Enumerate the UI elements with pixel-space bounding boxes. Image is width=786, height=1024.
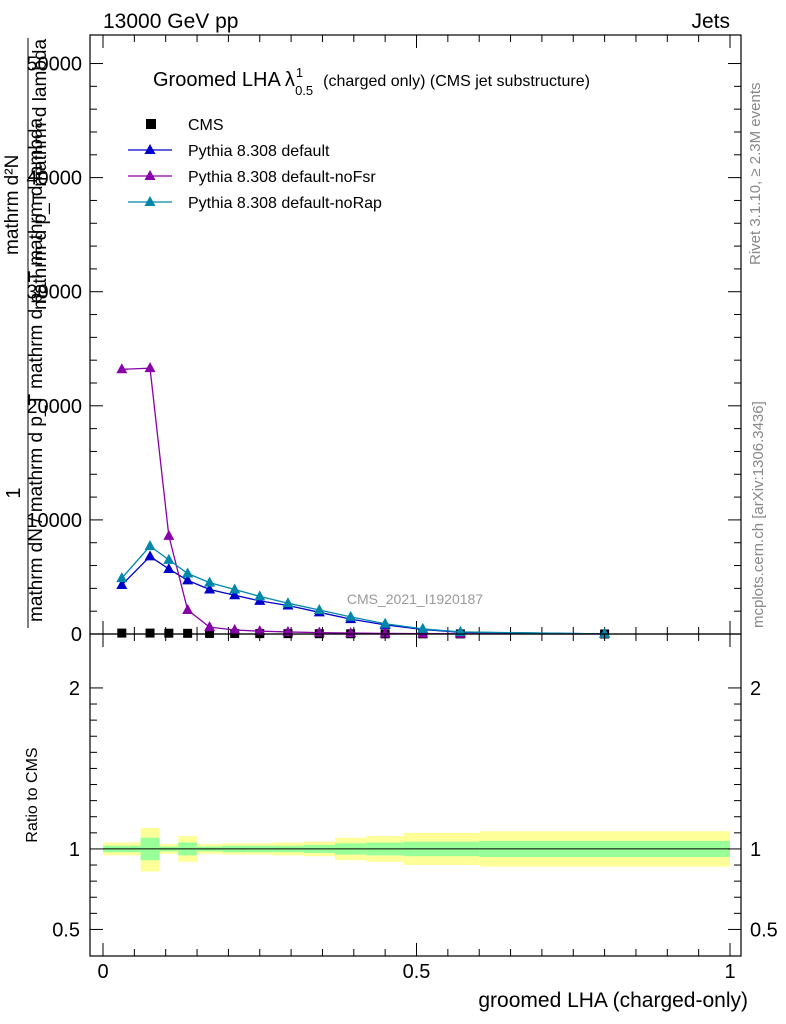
- y-tick-label: 0: [71, 624, 82, 646]
- ratio-axes: 0.5 0.5 1 1 2 2 0 0.5 1: [52, 634, 778, 983]
- ratio-bands: [103, 828, 730, 872]
- y-label-d2n: mathrm d²N: [2, 155, 23, 255]
- legend-entry: Pythia 8.308 default-noRap: [188, 195, 382, 212]
- ratio-y-tick-label: 2: [69, 678, 80, 700]
- series-marker: [229, 589, 241, 600]
- series-marker: [163, 562, 175, 573]
- x-axis-label: groomed LHA (charged-only): [478, 989, 748, 1012]
- series-marker: [313, 604, 325, 615]
- main-axes: 0 10000 20000 30000 40000 50000: [26, 35, 741, 646]
- series-marker: [144, 362, 156, 373]
- series-marker: [204, 576, 216, 587]
- y-tick-label: 50000: [26, 54, 82, 76]
- y-tick-label: 20000: [26, 396, 82, 418]
- y-tick-label: 30000: [26, 282, 82, 304]
- series-marker: [229, 583, 241, 594]
- series-marker: [229, 624, 241, 635]
- ratio-y-tick-label-right: 1: [750, 839, 761, 861]
- series-marker: [345, 610, 357, 621]
- ratio-y-tick-label-right: 2: [750, 678, 761, 700]
- y-label-numerator: 1: [3, 487, 25, 498]
- series-marker: [163, 553, 175, 564]
- series-marker: [144, 550, 156, 561]
- legend-marker: [144, 170, 156, 180]
- series-marker: [144, 540, 156, 551]
- series-marker: [254, 590, 266, 601]
- series-marker: [116, 363, 128, 374]
- analysis-watermark: CMS_2021_I1920187: [347, 591, 483, 607]
- series-marker: [182, 604, 194, 615]
- energy-label: 13000 GeV pp: [103, 10, 238, 33]
- legend-entry: Pythia 8.308 default-noFsr: [188, 169, 376, 186]
- y-label-denominator: mathrm dN / mathrm d p_T mathrm d p_T ma…: [26, 118, 47, 622]
- legend-entry: Pythia 8.308 default: [188, 143, 330, 160]
- series-marker: [282, 597, 294, 608]
- series-marker: [116, 572, 128, 583]
- series-marker: [379, 627, 391, 638]
- cms-marker: [117, 628, 127, 638]
- legend-marker: [144, 196, 156, 206]
- rivet-label: Rivet 3.1.10, ≥ 2.3M events: [747, 83, 764, 266]
- legend-marker: [144, 144, 156, 154]
- legend-entry: CMS: [188, 117, 224, 134]
- x-tick-label: 0: [97, 961, 108, 983]
- ratio-y-tick-label: 1: [69, 839, 80, 861]
- y-tick-label: 10000: [26, 510, 82, 532]
- series-marker: [254, 625, 266, 636]
- x-tick-label: 1: [724, 961, 735, 983]
- ratio-y-tick-label-right: 0.5: [750, 919, 778, 941]
- ratio-plot-frame: [89, 633, 742, 957]
- cms-marker: [183, 628, 193, 638]
- jets-label: Jets: [691, 10, 730, 33]
- y-tick-label: 40000: [26, 168, 82, 190]
- series-marker: [204, 621, 216, 632]
- series-marker: [182, 567, 194, 578]
- ratio-y-tick-label: 0.5: [52, 919, 80, 941]
- series-marker: [599, 627, 611, 638]
- series-marker: [182, 574, 194, 585]
- x-tick-label: 0.5: [403, 961, 431, 983]
- ratio-y-label: Ratio to CMS: [24, 747, 41, 842]
- legend: CMS Pythia 8.308 default Pythia 8.308 defa…: [128, 117, 382, 212]
- series-marker: [379, 617, 391, 628]
- mcplots-label: mcplots.cern.ch [arXiv:1306.3436]: [750, 401, 767, 628]
- series-marker: [163, 529, 175, 540]
- series-marker: [116, 578, 128, 589]
- cms-marker: [164, 628, 174, 638]
- cms-marker: [145, 628, 155, 638]
- series-marker: [417, 622, 429, 633]
- chart-title: Groomed LHA λ1 0.5(charged only) (CMS jet …: [153, 65, 590, 98]
- y-label-dptdl: mathrm d p_T mathrm d lambda: [30, 39, 51, 310]
- series-marker: [204, 583, 216, 594]
- main-series: [116, 362, 611, 639]
- legend-marker: [146, 119, 156, 129]
